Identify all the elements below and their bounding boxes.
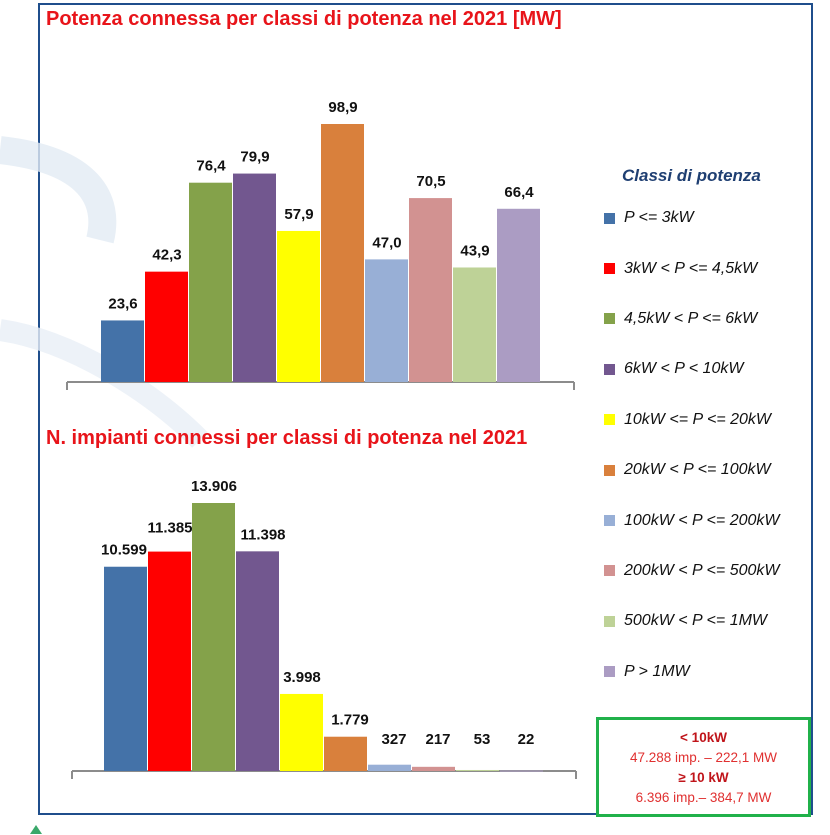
summary-box: < 10kW 47.288 imp. – 222,1 MW ≥ 10 kW 6.… bbox=[596, 717, 811, 817]
power-data-label-8: 70,5 bbox=[416, 173, 445, 190]
legend-item-7: 100kW < P <= 200kW bbox=[604, 495, 814, 545]
count-data-label-4: 11.398 bbox=[240, 526, 285, 543]
power-data-label-5: 57,9 bbox=[284, 206, 313, 223]
count-bar-8 bbox=[412, 766, 455, 771]
power-data-label-10: 66,4 bbox=[504, 184, 534, 201]
count-bar-1 bbox=[104, 566, 147, 771]
power-bar-3 bbox=[189, 182, 232, 382]
power-bar-1 bbox=[101, 320, 144, 382]
count-bar-3 bbox=[192, 503, 235, 771]
chart-frame bbox=[38, 3, 813, 815]
legend-item-4: 6kW < P < 10kW bbox=[604, 344, 814, 394]
legend-swatch-5 bbox=[604, 414, 615, 426]
legend-item-5: 10kW <= P <= 20kW bbox=[604, 395, 814, 445]
legend-swatch-10 bbox=[604, 666, 615, 678]
legend-swatch-6 bbox=[604, 464, 615, 476]
count-data-label-10: 22 bbox=[518, 731, 535, 748]
count-data-label-3: 13.906 bbox=[191, 478, 237, 495]
count-data-label-1: 10.599 bbox=[101, 542, 147, 559]
count-bar-9 bbox=[456, 769, 499, 771]
power-bar-4 bbox=[233, 173, 276, 382]
count-bar-7 bbox=[368, 764, 411, 771]
legend-swatch-2 bbox=[604, 263, 615, 275]
count-data-label-7: 327 bbox=[381, 731, 406, 748]
count-bar-2 bbox=[148, 551, 191, 771]
count-data-label-5: 3.998 bbox=[283, 669, 321, 686]
legend-label-8: 200kW < P <= 500kW bbox=[624, 561, 780, 579]
legend-item-9: 500kW < P <= 1MW bbox=[604, 596, 814, 646]
legend-swatch-8 bbox=[604, 565, 615, 577]
summary-small-text: 47.288 imp. – 222,1 MW bbox=[629, 750, 778, 765]
power-data-label-6: 98,9 bbox=[328, 99, 357, 116]
legend-label-1: P <= 3kW bbox=[624, 209, 694, 227]
legend-label-2: 3kW < P <= 4,5kW bbox=[624, 259, 758, 277]
legend-swatch-3 bbox=[604, 313, 615, 325]
power-bar-8 bbox=[409, 198, 452, 382]
legend-swatch-1 bbox=[604, 212, 615, 224]
legend-item-3: 4,5kW < P <= 6kW bbox=[604, 294, 814, 344]
power-bar-7 bbox=[365, 259, 408, 382]
power-data-label-7: 47,0 bbox=[372, 234, 401, 251]
power-bar-5 bbox=[277, 230, 320, 382]
count-data-label-8: 217 bbox=[425, 731, 450, 748]
legend-title: Classi di potenza bbox=[622, 166, 761, 185]
legend-item-8: 200kW < P <= 500kW bbox=[604, 546, 814, 596]
legend-swatch-9 bbox=[604, 615, 615, 627]
power-bar-6 bbox=[321, 124, 364, 382]
count-bar-10 bbox=[500, 770, 543, 772]
legend-item-2: 3kW < P <= 4,5kW bbox=[604, 243, 814, 293]
logo-fragment-icon bbox=[30, 825, 42, 834]
count-data-label-9: 53 bbox=[474, 731, 491, 748]
power-chart: 23,6 42,3 76,4 79,9 57,9 98,9 47,0 70,5 43,9 66,4 bbox=[66, 99, 575, 390]
legend-label-3: 4,5kW < P <= 6kW bbox=[624, 309, 758, 327]
count-bar-6 bbox=[324, 736, 367, 771]
summary-large-label: ≥ 10 kW bbox=[678, 770, 729, 785]
power-data-label-9: 43,9 bbox=[460, 242, 489, 259]
legend-label-10: P > 1MW bbox=[624, 662, 690, 680]
legend-label-7: 100kW < P <= 200kW bbox=[624, 511, 780, 529]
summary-large-text: 6.396 imp.– 384,7 MW bbox=[635, 790, 772, 805]
power-bar-2 bbox=[145, 271, 188, 382]
count-data-label-2: 11.385 bbox=[147, 520, 192, 537]
power-bar-9 bbox=[453, 267, 496, 382]
count-bar-5 bbox=[280, 693, 323, 771]
power-bar-10 bbox=[497, 208, 540, 382]
power-data-label-4: 79,9 bbox=[240, 149, 269, 166]
power-data-label-1: 23,6 bbox=[108, 295, 137, 312]
power-data-label-2: 42,3 bbox=[152, 247, 181, 264]
power-data-label-3: 76,4 bbox=[196, 158, 226, 175]
chart-legend: Classi di potenza P <= 3kW 3kW < P <= 4,5… bbox=[604, 163, 814, 697]
power-chart-title: Potenza connessa per classi di potenza n… bbox=[46, 8, 562, 30]
legend-label-9: 500kW < P <= 1MW bbox=[624, 612, 768, 630]
legend-item-10: P > 1MW bbox=[604, 647, 814, 697]
legend-item-6: 20kW < P <= 100kW bbox=[604, 445, 814, 495]
legend-swatch-4 bbox=[604, 363, 615, 375]
legend-swatch-7 bbox=[604, 515, 615, 527]
count-chart-title: N. impianti connessi per classi di poten… bbox=[46, 427, 528, 449]
legend-label-6: 20kW < P <= 100kW bbox=[624, 461, 771, 479]
legend-label-5: 10kW <= P <= 20kW bbox=[624, 410, 772, 428]
count-data-label-6: 1.779 bbox=[331, 712, 369, 729]
count-bar-4 bbox=[236, 551, 279, 771]
legend-item-1: P <= 3kW bbox=[604, 193, 814, 243]
legend-label-4: 6kW < P < 10kW bbox=[624, 360, 744, 378]
summary-small-label: < 10kW bbox=[680, 730, 727, 745]
